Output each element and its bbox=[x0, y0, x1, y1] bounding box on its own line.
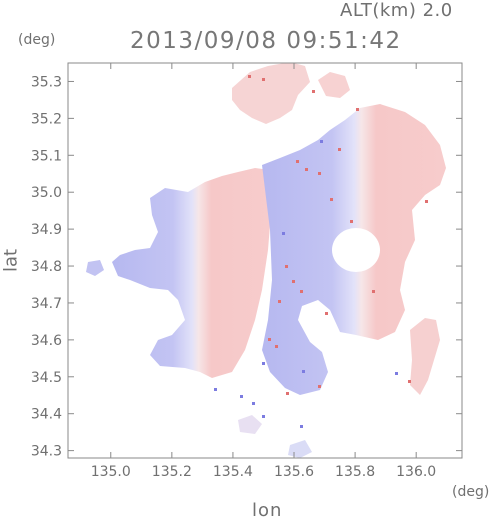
velocity-speckle bbox=[292, 280, 295, 283]
velocity-speckle bbox=[285, 265, 288, 268]
velocity-speckles bbox=[214, 75, 428, 428]
velocity-speckle bbox=[262, 78, 265, 81]
x-axis-ticks: 135.0 135.2 135.4 135.6 135.8 136.0 bbox=[91, 63, 436, 480]
x-axis-label: lon bbox=[252, 500, 283, 521]
velocity-speckle bbox=[275, 345, 278, 348]
y-tick-label: 35.1 bbox=[31, 148, 62, 164]
velocity-speckle bbox=[395, 372, 398, 375]
timestamp-title: 2013/09/08 09:51:42 bbox=[130, 28, 402, 54]
velocity-speckle bbox=[338, 148, 341, 151]
y-tick-label: 34.7 bbox=[31, 296, 62, 312]
velocity-speckle bbox=[248, 75, 251, 78]
x-tick-label: 135.2 bbox=[152, 464, 192, 480]
y-tick-label: 35.0 bbox=[31, 185, 62, 201]
echo-gap bbox=[332, 228, 380, 272]
velocity-speckle bbox=[286, 392, 289, 395]
x-tick-label: 135.8 bbox=[335, 464, 375, 480]
x-tick-label: 136.0 bbox=[396, 464, 436, 480]
velocity-speckle bbox=[425, 200, 428, 203]
y-tick-label: 34.5 bbox=[31, 370, 62, 386]
x-tick-label: 135.0 bbox=[91, 464, 131, 480]
y-tick-label: 34.8 bbox=[31, 259, 62, 275]
velocity-speckle bbox=[262, 362, 265, 365]
velocity-speckle bbox=[320, 140, 323, 143]
echo-region-north-east bbox=[318, 72, 350, 98]
velocity-speckle bbox=[302, 370, 305, 373]
echo-region-far-west bbox=[86, 260, 104, 276]
velocity-speckle bbox=[282, 232, 285, 235]
y-tick-label: 34.3 bbox=[31, 444, 62, 460]
velocity-speckle bbox=[240, 395, 243, 398]
velocity-speckle bbox=[296, 160, 299, 163]
velocity-speckle bbox=[372, 290, 375, 293]
velocity-speckle bbox=[318, 172, 321, 175]
velocity-speckle bbox=[312, 90, 315, 93]
velocity-echo-field bbox=[86, 63, 446, 458]
velocity-speckle bbox=[330, 198, 333, 201]
velocity-speckle bbox=[300, 290, 303, 293]
velocity-speckle bbox=[262, 415, 265, 418]
velocity-speckle bbox=[325, 312, 328, 315]
y-axis-unit: (deg) bbox=[18, 32, 56, 48]
velocity-speckle bbox=[278, 300, 281, 303]
velocity-speckle bbox=[268, 338, 271, 341]
altitude-label: ALT(km) 2.0 bbox=[340, 0, 453, 21]
y-tick-label: 34.4 bbox=[31, 407, 62, 423]
echo-region-south-east bbox=[410, 318, 440, 395]
x-axis-unit: (deg) bbox=[452, 484, 490, 500]
echo-region-south bbox=[238, 415, 262, 434]
y-axis-ticks: 34.3 34.4 34.5 34.6 34.7 34.8 34.9 35.0 35.1 35.2… bbox=[31, 74, 462, 460]
velocity-speckle bbox=[318, 385, 321, 388]
y-tick-label: 34.6 bbox=[31, 333, 62, 349]
velocity-speckle bbox=[300, 425, 303, 428]
velocity-speckle bbox=[252, 402, 255, 405]
plot-frame bbox=[67, 62, 463, 459]
x-tick-label: 135.4 bbox=[213, 464, 253, 480]
y-tick-label: 35.3 bbox=[31, 74, 62, 90]
velocity-speckle bbox=[305, 168, 308, 171]
velocity-speckle bbox=[356, 108, 359, 111]
velocity-speckle bbox=[408, 380, 411, 383]
echo-region-north bbox=[232, 63, 310, 124]
y-tick-label: 34.9 bbox=[31, 222, 62, 238]
echo-region-west bbox=[112, 168, 272, 378]
y-tick-label: 35.2 bbox=[31, 111, 62, 127]
echo-region-south-2 bbox=[288, 440, 312, 458]
velocity-speckle bbox=[214, 388, 217, 391]
x-tick-label: 135.6 bbox=[274, 464, 314, 480]
velocity-speckle bbox=[350, 220, 353, 223]
